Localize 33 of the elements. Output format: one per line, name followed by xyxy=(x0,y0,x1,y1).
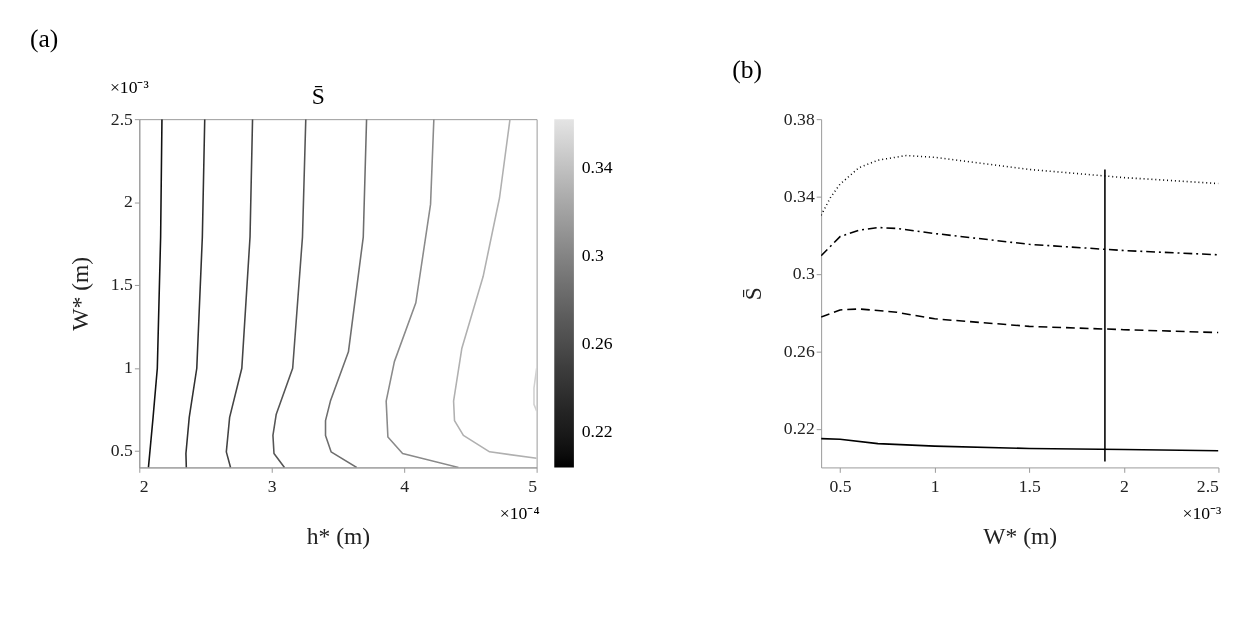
x-axis-title: h* (m) xyxy=(306,523,371,550)
y-tick-label: 0.5 xyxy=(110,440,134,461)
x-tick-label: 2.5 xyxy=(1196,476,1220,497)
x-axis-title: W* (m) xyxy=(983,523,1058,550)
y-tick-label: 2.5 xyxy=(110,108,134,129)
y-tick-label: 0.38 xyxy=(783,108,815,129)
x-tick-label: 0.5 xyxy=(829,476,852,497)
y-tick-label: 1 xyxy=(124,357,133,378)
y-tick-label: 1.5 xyxy=(110,274,134,295)
text: ×10⁻³ xyxy=(109,76,149,97)
color-bar-title: S̄ xyxy=(311,83,325,110)
color-bar-label: 0.3 xyxy=(581,244,604,265)
y-tick-label: 2 xyxy=(124,191,133,212)
color-bar-label: 0.34 xyxy=(581,156,613,177)
y-tick-label: 0.26 xyxy=(783,340,815,361)
y-tick-label: 0.22 xyxy=(783,418,815,439)
color-bar-label: 0.22 xyxy=(581,421,613,442)
y-tick-label: 0.3 xyxy=(792,263,815,284)
x-tick-label: 2 xyxy=(1119,476,1129,497)
y-tick-label: 0.34 xyxy=(783,185,815,206)
y-axis-title: S̄ xyxy=(740,287,767,301)
y-axis-title: W* (m) xyxy=(67,256,94,331)
x-tick-label: 2 xyxy=(139,476,149,497)
chart-title: (b) xyxy=(732,54,763,84)
x-tick-label: 4 xyxy=(400,476,410,497)
x-tick-label: 5 xyxy=(528,476,538,497)
text: ×10⁻³ xyxy=(1182,503,1222,524)
color-bar-label: 0.26 xyxy=(581,332,613,353)
text: ×10⁻⁴ xyxy=(499,503,540,524)
chart-title: (a) xyxy=(29,23,59,53)
x-tick-label: 3 xyxy=(267,476,277,497)
x-tick-label: 1.5 xyxy=(1018,476,1041,497)
x-tick-label: 1 xyxy=(930,476,940,497)
